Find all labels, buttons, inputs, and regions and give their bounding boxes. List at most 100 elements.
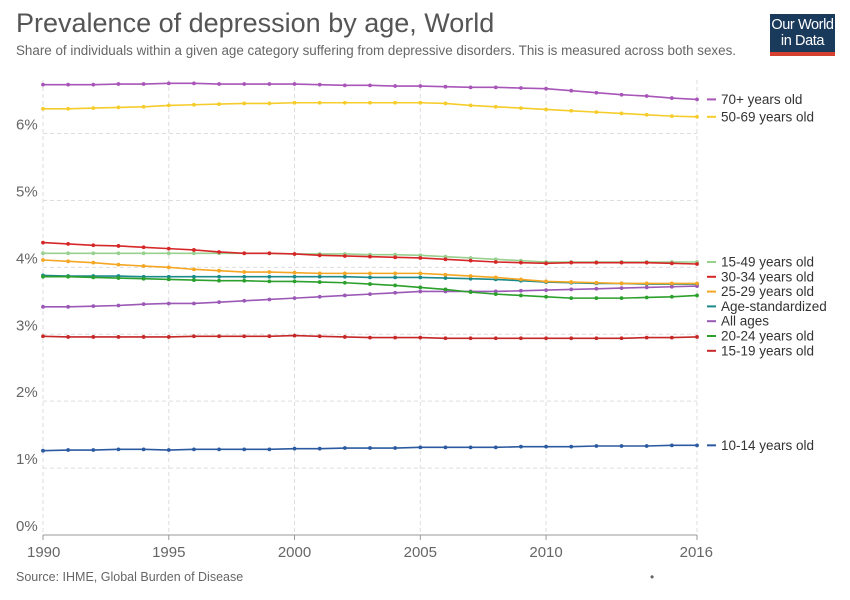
data-point[interactable] <box>217 334 221 339</box>
data-point[interactable] <box>418 100 423 105</box>
data-point[interactable] <box>66 251 71 256</box>
data-point[interactable] <box>393 252 398 257</box>
data-point[interactable] <box>368 292 372 297</box>
data-point[interactable] <box>166 251 171 256</box>
data-point[interactable] <box>544 336 548 341</box>
data-point[interactable] <box>569 444 574 449</box>
data-point[interactable] <box>418 271 423 276</box>
data-point[interactable] <box>594 286 599 291</box>
data-point[interactable] <box>443 254 448 259</box>
data-point[interactable] <box>116 251 121 256</box>
data-point[interactable] <box>166 265 171 270</box>
data-point[interactable] <box>317 334 322 339</box>
data-point[interactable] <box>368 335 372 340</box>
legend-label[interactable]: 25-29 years old <box>721 284 814 299</box>
legend-label[interactable]: 15-49 years old <box>721 255 814 270</box>
data-point[interactable] <box>368 275 372 280</box>
data-point[interactable] <box>468 445 473 450</box>
data-point[interactable] <box>267 334 272 339</box>
data-point[interactable] <box>242 251 247 256</box>
data-point[interactable] <box>166 246 171 251</box>
data-point[interactable] <box>41 106 45 111</box>
data-point[interactable] <box>569 296 574 301</box>
data-point[interactable] <box>342 271 347 276</box>
legend-label[interactable]: 20-24 years old <box>721 329 814 344</box>
data-point[interactable] <box>342 274 347 279</box>
data-point[interactable] <box>368 271 372 276</box>
data-point[interactable] <box>192 278 196 282</box>
data-point[interactable] <box>41 334 45 339</box>
data-point[interactable] <box>393 275 398 280</box>
data-point[interactable] <box>342 280 347 285</box>
legend-label[interactable]: 10-14 years old <box>721 438 814 453</box>
data-point[interactable] <box>443 101 448 106</box>
data-point[interactable] <box>116 244 121 248</box>
data-point[interactable] <box>141 447 146 452</box>
data-point[interactable] <box>368 282 372 286</box>
data-point[interactable] <box>695 97 699 102</box>
data-point[interactable] <box>141 251 146 256</box>
data-point[interactable] <box>569 260 574 265</box>
data-point[interactable] <box>695 114 699 119</box>
data-point[interactable] <box>695 281 699 286</box>
data-point[interactable] <box>594 444 599 448</box>
data-point[interactable] <box>619 111 624 116</box>
data-point[interactable] <box>116 105 121 110</box>
data-point[interactable] <box>468 336 473 341</box>
data-point[interactable] <box>141 82 146 86</box>
legend-label[interactable]: 70+ years old <box>721 92 802 107</box>
data-point[interactable] <box>267 279 272 284</box>
data-point[interactable] <box>619 92 624 97</box>
data-point[interactable] <box>493 260 498 264</box>
data-point[interactable] <box>91 251 96 256</box>
data-point[interactable] <box>544 294 548 299</box>
data-point[interactable] <box>267 101 272 106</box>
data-point[interactable] <box>91 243 96 248</box>
legend-label[interactable]: 50-69 years old <box>721 109 814 124</box>
data-point[interactable] <box>569 287 574 292</box>
data-point[interactable] <box>242 82 247 86</box>
series-line[interactable] <box>43 101 698 118</box>
data-point[interactable] <box>519 260 523 265</box>
data-point[interactable] <box>519 336 523 341</box>
data-point[interactable] <box>619 444 624 448</box>
data-point[interactable] <box>41 240 45 245</box>
data-point[interactable] <box>342 83 347 88</box>
data-point[interactable] <box>66 106 71 111</box>
data-point[interactable] <box>66 304 71 309</box>
data-point[interactable] <box>91 335 96 339</box>
data-point[interactable] <box>669 284 674 289</box>
data-point[interactable] <box>342 100 347 105</box>
series-line[interactable] <box>43 285 698 308</box>
owid-logo[interactable]: Our World in Data <box>770 14 835 56</box>
data-point[interactable] <box>493 336 498 341</box>
data-point[interactable] <box>317 274 322 279</box>
data-point[interactable] <box>317 280 322 284</box>
data-point[interactable] <box>544 288 548 293</box>
data-point[interactable] <box>66 448 71 452</box>
data-point[interactable] <box>519 106 523 111</box>
data-point[interactable] <box>493 275 498 280</box>
data-point[interactable] <box>267 447 272 452</box>
data-point[interactable] <box>443 276 448 280</box>
data-point[interactable] <box>644 285 649 290</box>
data-point[interactable] <box>695 335 699 339</box>
data-point[interactable] <box>393 84 398 88</box>
data-point[interactable] <box>292 82 297 86</box>
data-point[interactable] <box>116 82 121 86</box>
data-point[interactable] <box>644 281 649 286</box>
data-point[interactable] <box>493 292 498 297</box>
data-point[interactable] <box>342 293 347 298</box>
data-point[interactable] <box>594 110 599 115</box>
legend-label[interactable]: All ages <box>721 314 769 329</box>
data-point[interactable] <box>443 272 448 277</box>
legend-label[interactable]: 15-19 years old <box>721 343 814 358</box>
data-point[interactable] <box>292 100 297 105</box>
data-point[interactable] <box>594 296 599 301</box>
data-point[interactable] <box>619 281 624 286</box>
data-point[interactable] <box>695 293 699 298</box>
data-point[interactable] <box>644 112 649 117</box>
data-point[interactable] <box>292 296 297 301</box>
data-point[interactable] <box>166 335 171 339</box>
data-point[interactable] <box>292 333 297 338</box>
